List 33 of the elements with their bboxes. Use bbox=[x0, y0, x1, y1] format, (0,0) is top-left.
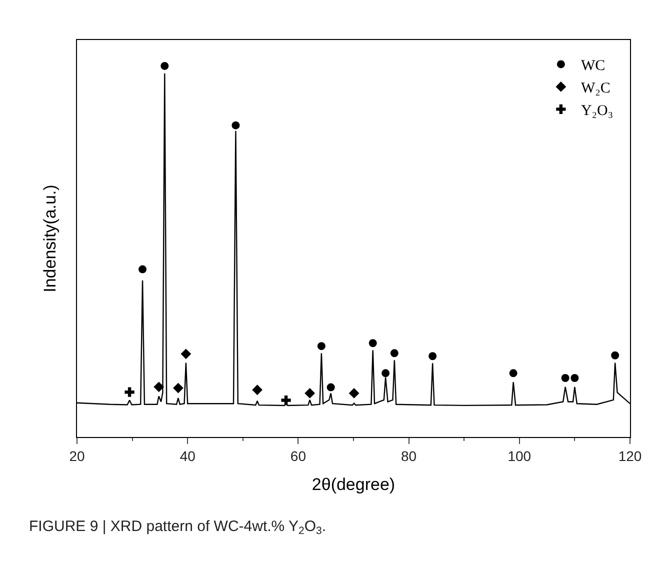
x-tick-label: 80 bbox=[401, 448, 417, 464]
point bbox=[160, 62, 169, 70]
x-tick-label: 60 bbox=[290, 448, 306, 464]
caption: FIGURE 9 | XRD pattern of WC-4wt.% Y$_{2}$O$_{3}$. bbox=[29, 518, 326, 538]
point bbox=[390, 349, 398, 358]
point bbox=[317, 342, 326, 350]
legend-label: W₂C bbox=[580, 80, 610, 97]
point bbox=[561, 374, 570, 382]
x-axis-title: 2θ(degree) bbox=[312, 475, 396, 494]
point bbox=[382, 369, 390, 378]
point bbox=[368, 339, 377, 348]
point bbox=[428, 352, 437, 360]
x-tick-label: 100 bbox=[508, 448, 532, 464]
x-tick-label: 120 bbox=[618, 448, 642, 464]
point bbox=[326, 383, 335, 392]
point bbox=[611, 351, 620, 360]
point bbox=[348, 388, 360, 398]
point bbox=[180, 348, 192, 360]
y-axis-title: Indensity(a.u.) bbox=[40, 184, 60, 292]
x-tick-label: 40 bbox=[180, 448, 196, 464]
point bbox=[252, 384, 262, 396]
point bbox=[232, 121, 240, 130]
point bbox=[154, 382, 164, 392]
point bbox=[124, 387, 134, 397]
legend-label: WC bbox=[580, 58, 606, 74]
legend-label: Y₂O₃ bbox=[580, 103, 614, 120]
point bbox=[281, 395, 291, 406]
point bbox=[304, 388, 316, 398]
point bbox=[138, 265, 147, 274]
point bbox=[509, 369, 518, 378]
point bbox=[570, 374, 579, 382]
point bbox=[173, 382, 184, 394]
x-tick-label: 20 bbox=[69, 448, 85, 464]
